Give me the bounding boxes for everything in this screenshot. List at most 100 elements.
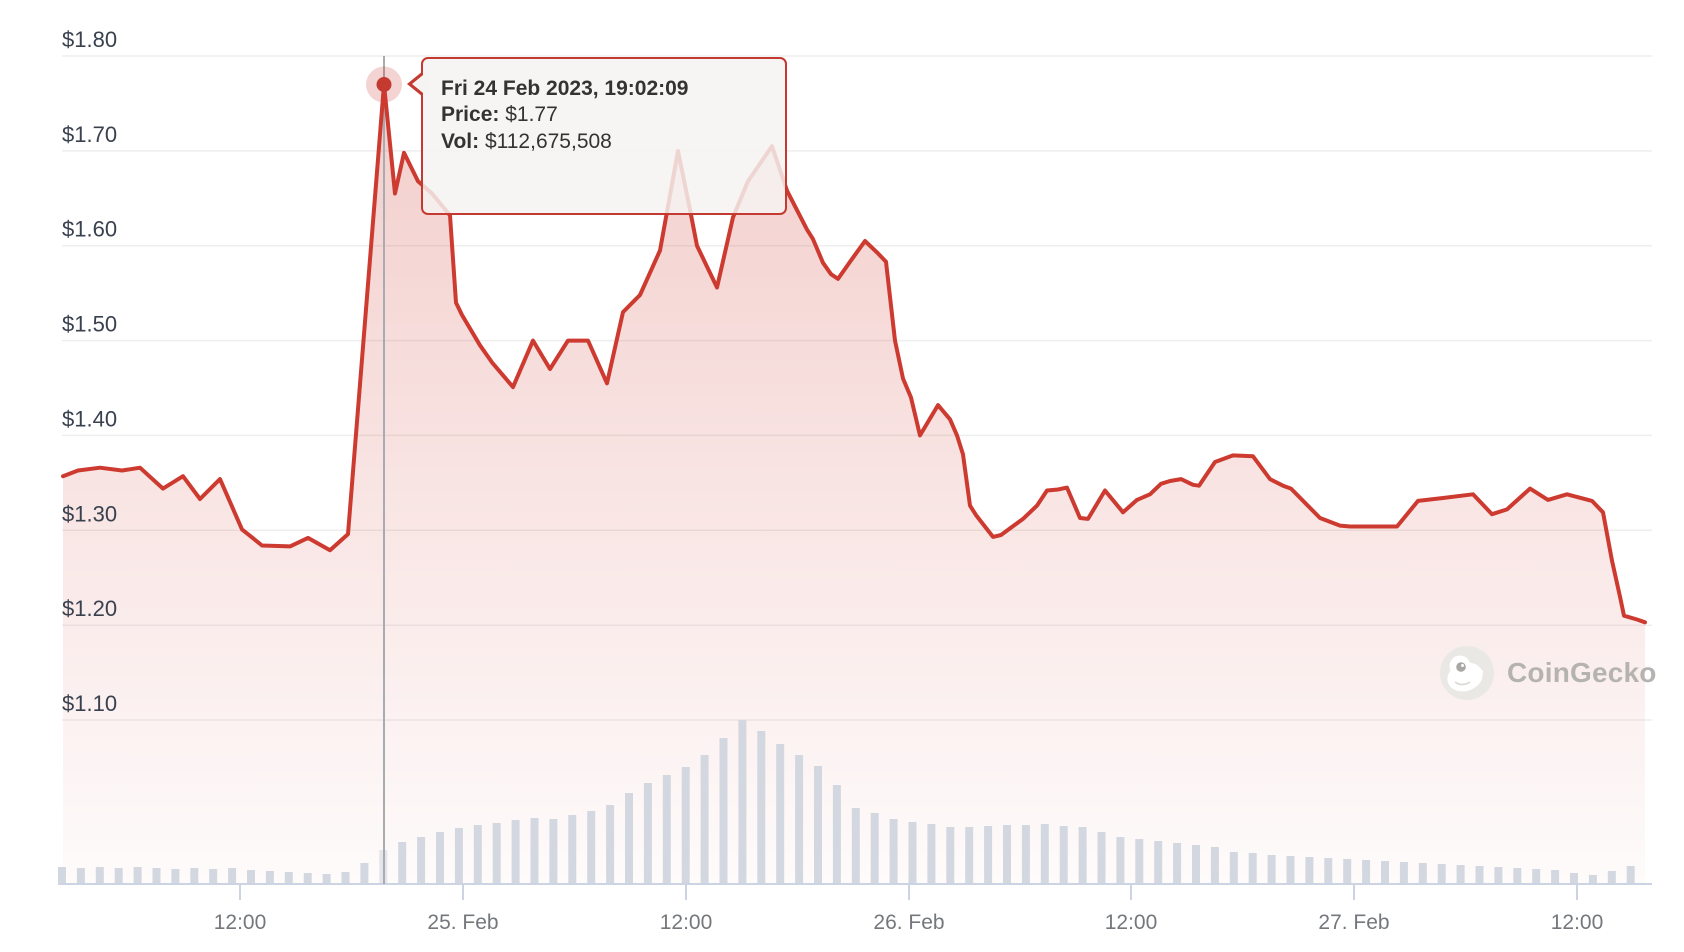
y-axis-label: $1.50 xyxy=(62,312,117,337)
price-area-fill xyxy=(63,84,1645,885)
price-line xyxy=(61,82,1647,625)
volume-bar xyxy=(322,874,331,885)
coingecko-watermark-text: CoinGecko xyxy=(1507,657,1657,688)
volume-bar xyxy=(133,867,142,885)
tooltip-price-label: Price: xyxy=(441,103,500,126)
volume-bar xyxy=(454,828,463,885)
volume-bar xyxy=(662,775,671,885)
volume-bar xyxy=(1456,865,1465,885)
volume-bar xyxy=(1570,873,1578,885)
volume-bar xyxy=(1040,824,1049,885)
volume-bar xyxy=(530,818,539,885)
y-axis-label: $1.40 xyxy=(62,406,117,431)
volume-bar xyxy=(1494,867,1503,885)
y-axis-label: $1.70 xyxy=(62,122,117,147)
volume-bar xyxy=(1305,857,1314,885)
y-axis-label: $1.10 xyxy=(62,691,117,716)
volume-bar xyxy=(417,837,426,885)
volume-bar xyxy=(1003,825,1011,885)
tooltip-datetime: Fri 24 Feb 2023, 19:02:09 xyxy=(441,77,689,100)
volume-bar xyxy=(1229,852,1238,885)
volume-bar xyxy=(927,824,936,885)
volume-bar xyxy=(587,811,596,885)
volume-bar xyxy=(58,867,66,885)
y-axis-label: $1.30 xyxy=(62,501,117,526)
volume-bar xyxy=(492,823,501,885)
x-axis xyxy=(60,883,1652,900)
volume-bar xyxy=(568,815,577,885)
volume-bar xyxy=(190,868,199,885)
volume-bar xyxy=(984,826,993,885)
volume-bar xyxy=(1135,839,1144,885)
volume-bar xyxy=(889,819,898,885)
volume-bar xyxy=(681,767,690,885)
volume-bar xyxy=(776,744,785,885)
volume-bar xyxy=(1362,860,1371,885)
volume-bar xyxy=(719,738,728,885)
y-axis-label: $1.80 xyxy=(62,27,117,52)
volume-bar xyxy=(436,832,444,885)
volume-bar xyxy=(1324,858,1333,885)
y-axis-labels: $1.80 $1.70 $1.60 $1.50 $1.40 $1.30 $1.20 $1.10 xyxy=(62,27,117,716)
tooltip-price-row: Price: $1.77 xyxy=(441,101,767,128)
volume-bar xyxy=(1286,856,1295,885)
chart-tooltip: Fri 24 Feb 2023, 19:02:09 Price: $1.77 V… xyxy=(407,57,787,215)
volume-bar xyxy=(1551,870,1560,885)
volume-bar xyxy=(152,868,161,885)
volume-bar xyxy=(1078,827,1087,885)
tooltip-vol-label: Vol: xyxy=(441,130,480,153)
volume-bar xyxy=(1343,859,1352,885)
volume-bar xyxy=(1607,871,1616,885)
volume-bar xyxy=(814,766,822,885)
volume-bar xyxy=(1626,866,1635,885)
volume-bar xyxy=(1173,843,1182,885)
x-axis-label: 12:00 xyxy=(660,911,713,934)
volume-bar xyxy=(738,720,747,885)
volume-bar xyxy=(606,805,615,885)
volume-bar xyxy=(1267,855,1276,885)
volume-bar xyxy=(171,869,180,885)
x-axis-label: 12:00 xyxy=(1105,911,1158,934)
volume-bar xyxy=(965,827,974,885)
volume-bar xyxy=(700,755,709,885)
highlight-dot xyxy=(376,77,392,92)
volume-bar xyxy=(1588,875,1597,885)
coingecko-gecko-icon xyxy=(1440,646,1494,700)
volume-bar xyxy=(76,868,85,885)
volume-bar xyxy=(625,793,633,885)
volume-bar xyxy=(1210,847,1219,885)
tooltip-volume-row: Vol: $112,675,508 xyxy=(441,128,767,155)
volume-bar xyxy=(1437,864,1446,885)
volume-bar xyxy=(1513,868,1522,885)
volume-bar xyxy=(870,813,879,885)
coingecko-watermark[interactable]: CoinGecko xyxy=(1440,646,1657,700)
volume-bar xyxy=(284,872,293,885)
volume-bar xyxy=(303,873,312,885)
highlight-marker xyxy=(366,66,402,103)
volume-bar xyxy=(1021,825,1030,885)
volume-bar xyxy=(832,785,841,885)
volume-bar xyxy=(511,820,520,885)
volume-bar xyxy=(549,819,558,885)
volume-bar xyxy=(1154,841,1163,885)
volume-bar xyxy=(908,822,917,885)
y-axis-label: $1.60 xyxy=(62,217,117,242)
x-axis-label: 26. Feb xyxy=(873,911,944,934)
tooltip-vol-value: $112,675,508 xyxy=(484,130,612,153)
volume-bar xyxy=(360,863,369,885)
volume-bar xyxy=(1381,861,1389,885)
volume-bar xyxy=(643,783,652,885)
volume-bar xyxy=(1097,832,1106,885)
volume-bar xyxy=(228,868,237,885)
volume-bar xyxy=(1116,837,1125,885)
x-axis-label: 12:00 xyxy=(214,911,267,934)
x-axis-label: 12:00 xyxy=(1551,911,1604,934)
volume-bar xyxy=(398,842,407,885)
volume-bar xyxy=(946,827,955,885)
volume-bar xyxy=(114,868,123,885)
volume-bar xyxy=(1248,853,1257,885)
volume-bar xyxy=(1399,862,1408,885)
volume-bar xyxy=(851,808,860,885)
